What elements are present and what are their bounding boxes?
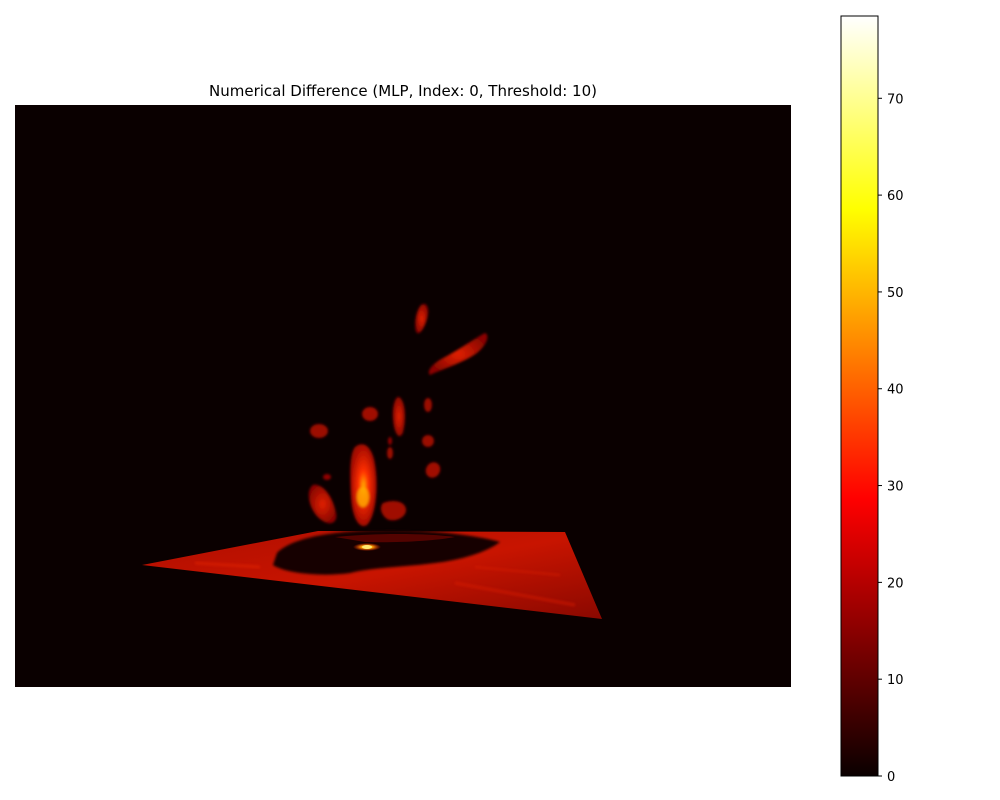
colorbar-tick-label: 60 xyxy=(887,189,904,204)
colorbar-tick-label: 70 xyxy=(887,92,904,107)
colorbar: 0 10 20 30 40 50 60 70 xyxy=(840,15,904,785)
volume-render xyxy=(15,105,791,687)
chart-title: Numerical Difference (MLP, Index: 0, Thr… xyxy=(209,82,597,100)
colorbar-tick-label: 20 xyxy=(887,576,904,591)
colorbar-tick-label: 10 xyxy=(887,673,904,688)
colorbar-gradient xyxy=(840,15,879,777)
colorbar-tick-label: 50 xyxy=(887,286,904,301)
slice-plane xyxy=(142,530,602,619)
colorbar-tick-label: 30 xyxy=(887,480,904,495)
colorbar-tick-label: 40 xyxy=(887,383,904,398)
difference-blobs xyxy=(308,303,488,527)
colorbar-tick-label: 0 xyxy=(887,770,895,785)
render-background xyxy=(15,105,791,687)
